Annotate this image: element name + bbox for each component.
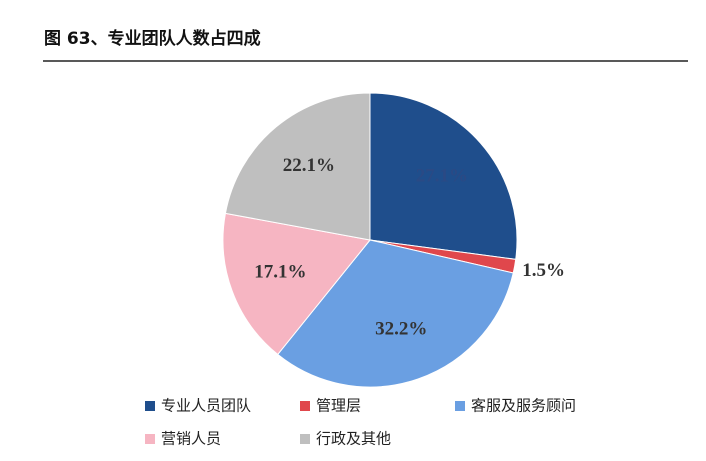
pie-slice: [277, 239, 514, 388]
legend-swatch: [145, 434, 155, 444]
pie-slice: [369, 92, 518, 260]
legend-label: 行政及其他: [316, 430, 391, 448]
legend-label: 专业人员团队: [161, 397, 251, 415]
value-label: 22.1%: [283, 155, 335, 176]
legend-swatch: [455, 401, 465, 411]
legend-label: 客服及服务顾问: [471, 397, 576, 415]
pie-slice: [222, 212, 371, 356]
legend-label: 管理层: [316, 397, 361, 415]
legend-label: 营销人员: [161, 430, 221, 448]
legend-swatch: [300, 401, 310, 411]
value-label: 27.1%: [416, 165, 468, 186]
value-label: 1.5%: [522, 260, 565, 281]
value-label: 32.2%: [375, 319, 427, 340]
value-label: 17.1%: [254, 262, 306, 283]
legend-swatch: [300, 434, 310, 444]
chart-title: 图 63、专业团队人数占四成: [44, 28, 261, 49]
pie-slice: [224, 92, 371, 241]
legend-swatch: [145, 401, 155, 411]
